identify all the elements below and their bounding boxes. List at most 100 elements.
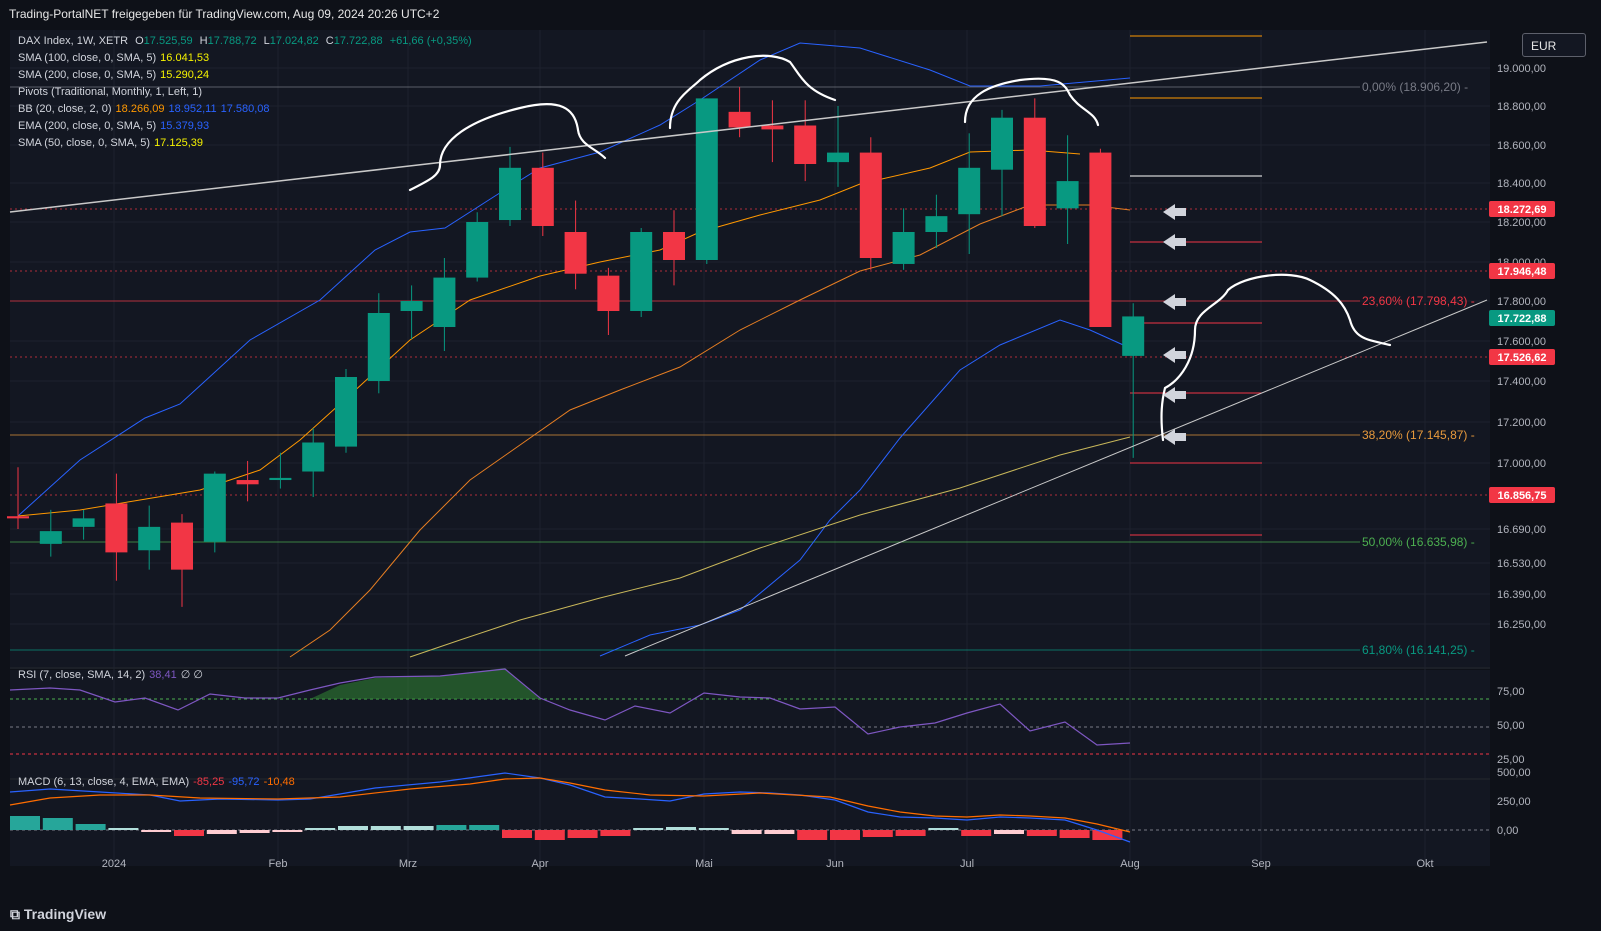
legend-ema200[interactable]: EMA (200, close, 0, SMA, 5) 15.379,93 xyxy=(18,120,213,132)
date-tick-label: Mai xyxy=(695,858,713,870)
macd-tick-label: 250,00 xyxy=(1497,796,1531,808)
candle-body xyxy=(499,167,521,221)
currency-button[interactable]: EUR xyxy=(1522,33,1586,57)
macd-histogram-bar xyxy=(830,830,860,840)
candle-body xyxy=(203,473,226,542)
date-tick-label: Mrz xyxy=(399,858,417,870)
legend-bb[interactable]: BB (20, close, 2, 0) 18.266,09 18.952,11 17… xyxy=(18,103,274,115)
macd-pane[interactable] xyxy=(10,780,1490,866)
macd-histogram-bar xyxy=(633,828,664,830)
legend-main: DAX Index, 1W, XETR O17.525,59 H17.788,7… xyxy=(18,35,476,47)
rsi-overbought-fill xyxy=(310,668,540,699)
macd-histogram-bar xyxy=(108,828,139,830)
rsi-pane[interactable] xyxy=(10,670,1490,778)
candle-body xyxy=(794,125,817,164)
fib-level-label: 38,20% (17.145,87) - xyxy=(1362,428,1475,442)
candle-body xyxy=(466,222,489,278)
macd-histogram-bar xyxy=(994,830,1024,834)
price-tick-label: 16.250,00 xyxy=(1497,619,1546,631)
legend-sma200[interactable]: SMA (200, close, 0, SMA, 5) 15.290,24 xyxy=(18,69,213,81)
rsi-tick-label: 75,00 xyxy=(1497,686,1525,698)
legend-value: 16.041,53 xyxy=(160,52,210,64)
fib-level-label: 50,00% (16.635,98) - xyxy=(1362,535,1475,549)
legend-label: BB (20, close, 2, 0) xyxy=(18,103,112,115)
drawing-left-shoulder xyxy=(408,103,607,192)
legend-l-label: L xyxy=(263,35,270,47)
candle-body xyxy=(7,516,29,519)
legend-value: ∅ ∅ xyxy=(180,669,203,681)
arrow-left-icon xyxy=(1163,387,1186,403)
date-tick-label: Jul xyxy=(960,858,974,870)
macd-tick-label: 0,00 xyxy=(1497,825,1518,837)
price-badge xyxy=(1489,201,1555,217)
macd-histogram-bar xyxy=(502,830,532,838)
legend-label: SMA (50, close, 0, SMA, 5) xyxy=(18,137,151,149)
macd-histogram-bar xyxy=(338,826,368,830)
candle-body xyxy=(105,503,128,553)
macd-histogram-bar xyxy=(272,830,303,832)
sma50-line xyxy=(409,436,1131,658)
price-tick-label: 18.400,00 xyxy=(1497,178,1546,190)
macd-histogram-bar xyxy=(764,830,795,834)
macd-histogram-bar xyxy=(436,825,467,830)
arrow-left-icon xyxy=(1163,347,1186,363)
legend-sma100[interactable]: SMA (100, close, 0, SMA, 5) 16.041,53 xyxy=(18,52,213,64)
price-badge-label: 16.856,75 xyxy=(1498,490,1547,502)
fib-level-label: 61,80% (16.141,25) - xyxy=(1362,643,1475,657)
date-tick-label: Feb xyxy=(269,858,288,870)
legend-high: 17.788,72 xyxy=(207,35,257,47)
candle-body xyxy=(1056,181,1079,209)
price-tick-label: 16.390,00 xyxy=(1497,589,1546,601)
macd-histogram-bar xyxy=(42,818,73,830)
legend-value: 15.290,24 xyxy=(160,69,210,81)
arrow-left-icon xyxy=(1163,294,1186,310)
legend-macd[interactable]: MACD (6, 13, close, 4, EMA, EMA) -85,25 -9… xyxy=(18,776,299,788)
price-badge-label: 17.946,48 xyxy=(1498,266,1547,278)
price-badge xyxy=(1489,310,1555,326)
legend-label: SMA (200, close, 0, SMA, 5) xyxy=(18,69,157,81)
legend-sma50[interactable]: SMA (50, close, 0, SMA, 5) 17.125,39 xyxy=(18,137,207,149)
macd-histogram-bar xyxy=(239,830,270,833)
legend-rsi[interactable]: RSI (7, close, SMA, 14, 2) 38,41 ∅ ∅ xyxy=(18,668,207,681)
legend-label: EMA (200, close, 0, SMA, 5) xyxy=(18,120,157,132)
price-badge-label: 17.526,62 xyxy=(1498,352,1547,364)
price-badge-label: 18.272,69 xyxy=(1498,204,1547,216)
arrow-left-icon xyxy=(1163,204,1186,220)
macd-histogram-bar xyxy=(305,828,336,830)
candle-body xyxy=(663,232,685,260)
candle-body xyxy=(564,232,587,274)
price-badge xyxy=(1489,487,1555,503)
price-tick-label: 19.000,00 xyxy=(1497,63,1546,75)
legend-h-label: H xyxy=(199,35,208,47)
price-tick-label: 16.690,00 xyxy=(1497,524,1546,536)
legend-label: RSI (7, close, SMA, 14, 2) xyxy=(18,669,146,681)
candle-body xyxy=(761,125,784,130)
price-tick-label: 16.530,00 xyxy=(1497,558,1546,570)
macd-histogram-bar xyxy=(403,826,434,830)
candle-body xyxy=(433,277,456,327)
legend-pivots[interactable]: Pivots (Traditional, Monthly, 1, Left, 1… xyxy=(18,86,206,98)
candle-body xyxy=(1089,152,1112,327)
macd-histogram-bar xyxy=(600,830,631,836)
legend-value: -95,72 xyxy=(228,776,260,788)
candle-body xyxy=(925,216,948,232)
main-pane[interactable] xyxy=(10,30,1490,667)
rsi-line xyxy=(9,668,1131,746)
price-tick-label: 17.400,00 xyxy=(1497,376,1546,388)
candle-body xyxy=(39,531,62,544)
fib-level-label: 23,60% (17.798,43) - xyxy=(1362,294,1475,308)
macd-histogram-bar xyxy=(10,816,40,830)
legend-change: +61,66 (+0,35%) xyxy=(389,35,472,47)
macd-line xyxy=(9,772,1131,843)
candle-body xyxy=(335,377,357,447)
macd-histogram-bar xyxy=(206,830,237,834)
date-tick-label: Aug xyxy=(1120,858,1140,870)
drawing-right-shoulder xyxy=(963,77,1100,127)
legend-open: 17.525,59 xyxy=(143,35,193,47)
price-tick-label: 18.200,00 xyxy=(1497,217,1546,229)
macd-histogram-bar xyxy=(141,830,172,832)
legend-label: Pivots (Traditional, Monthly, 1, Left, 1… xyxy=(18,86,203,98)
date-tick-label: 2024 xyxy=(102,858,126,870)
